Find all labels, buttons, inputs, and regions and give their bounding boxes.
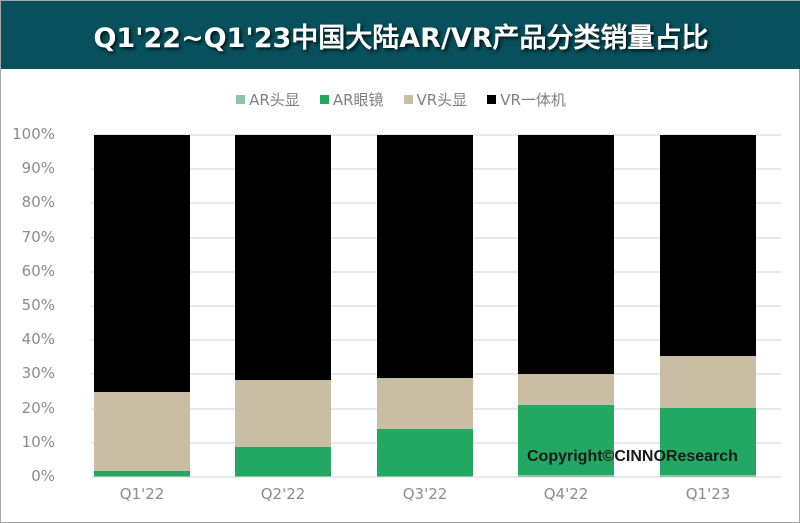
y-tick-label: 20% <box>21 398 55 417</box>
gridline <box>91 134 781 136</box>
bar-Q3'22 <box>377 135 473 477</box>
bar-segment <box>518 405 614 476</box>
bar-segment <box>518 475 614 477</box>
legend-item-vr-headset: VR头显 <box>403 89 468 110</box>
bar-segment <box>660 475 756 477</box>
y-tick-label: 30% <box>21 364 55 383</box>
x-tick-label: Q1'23 <box>685 485 731 503</box>
bar-segment <box>377 476 473 477</box>
legend-label: AR头显 <box>249 91 300 109</box>
x-tick-label: Q4'22 <box>543 485 589 503</box>
chart-title: Q1'22~Q1'23中国大陆AR/VR产品分类销量占比 <box>93 22 709 54</box>
legend-swatch-icon <box>487 95 497 104</box>
bar-segment <box>660 407 756 476</box>
x-tick-label: Q3'22 <box>402 485 448 503</box>
y-tick-label: 60% <box>21 261 55 280</box>
legend-swatch-icon <box>236 95 246 104</box>
bar-Q4'22 <box>518 135 614 477</box>
bar-segment <box>94 391 190 471</box>
legend-item-vr-all-in-one: VR一体机 <box>487 89 566 110</box>
title-bar: Q1'22~Q1'23中国大陆AR/VR产品分类销量占比 <box>1 1 800 69</box>
bar-segment <box>660 135 756 356</box>
y-tick-label: 80% <box>21 193 55 212</box>
bar-segment <box>660 355 756 408</box>
bar-Q1'22 <box>94 135 190 477</box>
bar-segment <box>94 135 190 392</box>
y-tick-label: 50% <box>21 296 55 314</box>
legend-label: VR头显 <box>416 91 468 109</box>
legend-label: VR一体机 <box>500 91 566 109</box>
bar-segment <box>377 377 473 430</box>
bar-segment <box>518 374 614 406</box>
bar-segment <box>235 476 331 477</box>
y-tick-label: 90% <box>21 159 55 178</box>
bar-segment <box>518 135 614 375</box>
y-tick-label: 10% <box>21 432 55 451</box>
legend-swatch-icon <box>319 95 329 104</box>
y-tick-label: 70% <box>21 227 55 246</box>
y-tick-label: 0% <box>31 467 55 485</box>
x-tick-label: Q2'22 <box>260 485 306 503</box>
y-tick-label: 100% <box>12 125 55 143</box>
plot-area <box>91 134 781 478</box>
legend-swatch-icon <box>403 95 413 104</box>
bar-segment <box>235 135 331 380</box>
gridline <box>91 476 781 478</box>
copyright-watermark: Copyright©CINNOResearch <box>527 448 738 465</box>
legend: AR头显 AR眼镜 VR头显 VR一体机 <box>1 89 800 110</box>
bar-segment <box>94 470 190 477</box>
legend-item-ar-glasses: AR眼镜 <box>319 89 384 110</box>
bar-segment <box>235 379 331 447</box>
bar-segment <box>235 446 331 477</box>
bar-segment <box>377 135 473 378</box>
legend-label: AR眼镜 <box>332 91 384 109</box>
bar-Q2'22 <box>235 135 331 477</box>
x-tick-label: Q1'22 <box>119 485 165 503</box>
bar-segment <box>94 476 190 477</box>
y-tick-label: 40% <box>21 330 55 349</box>
bar-segment <box>377 429 473 477</box>
legend-item-ar-headset: AR头显 <box>236 89 300 110</box>
bar-Q1'23 <box>660 135 756 477</box>
